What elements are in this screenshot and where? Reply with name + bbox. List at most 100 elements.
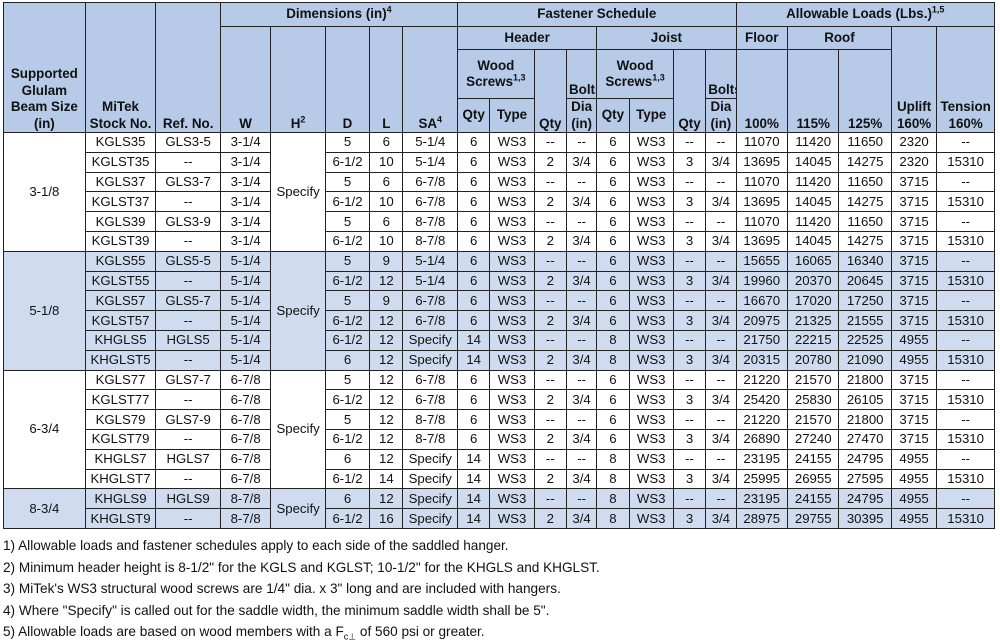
h-specify-cell: Specify bbox=[270, 250, 326, 371]
table-cell: HGLS9 bbox=[155, 488, 221, 510]
table-cell: KGLST55 bbox=[84, 270, 157, 292]
table-cell: 14 bbox=[457, 349, 491, 371]
table-cell: 3 bbox=[672, 310, 707, 331]
table-cell: Specify bbox=[402, 468, 459, 490]
table-cell: WS3 bbox=[628, 290, 674, 312]
table-cell: 6-1/2 bbox=[324, 508, 371, 529]
table-cell: 4955 bbox=[890, 329, 938, 351]
table-cell: -- bbox=[672, 132, 707, 153]
table-row: KGLS39 GLS3-9 3-1/4 5 6 8-7/8 6 WS3 -- -- 6 WS3 -- --… bbox=[4, 211, 995, 232]
table-cell: 3 bbox=[672, 428, 707, 450]
table-cell: 20315 bbox=[735, 349, 788, 371]
table-cell: WS3 bbox=[489, 409, 535, 430]
col-l: L bbox=[369, 26, 404, 133]
table-cell: -- bbox=[672, 409, 707, 430]
table-cell: 12 bbox=[369, 310, 404, 331]
table-cell: 12 bbox=[369, 270, 404, 292]
table-cell: WS3 bbox=[489, 191, 535, 213]
table-cell: KGLS37 bbox=[84, 171, 157, 193]
table-cell: WS3 bbox=[628, 250, 674, 272]
table-cell: 4955 bbox=[890, 468, 938, 490]
table-cell: 6 bbox=[596, 270, 630, 292]
table-cell: -- bbox=[565, 488, 598, 510]
table-cell: 11070 bbox=[735, 211, 788, 232]
table-cell: 15655 bbox=[735, 250, 788, 272]
table-cell: -- bbox=[565, 409, 598, 430]
table-cell: 3-1/4 bbox=[219, 132, 272, 153]
table-row: KGLST39 -- 3-1/4 6-1/2 10 8-7/8 6 WS3 2 3/4 6 WS3 3 3… bbox=[4, 230, 995, 252]
table-cell: 2 bbox=[533, 468, 567, 490]
beam-group: 3-1/8 KGLS35 GLS3-5 3-1/4 Specify 5 6 5-1/4 6 WS3… bbox=[3, 132, 995, 252]
table-cell: KGLST77 bbox=[84, 389, 157, 411]
table-cell: 6-7/8 bbox=[402, 310, 459, 331]
group-dimensions: Dimensions (in)4 bbox=[219, 2, 459, 27]
table-cell: 13695 bbox=[735, 191, 788, 213]
table-cell: 6 bbox=[457, 132, 491, 153]
table-cell: 3715 bbox=[890, 171, 938, 193]
table-cell: KHGLST9 bbox=[84, 508, 157, 529]
table-cell: 13695 bbox=[735, 151, 788, 173]
table-cell: 21555 bbox=[838, 310, 892, 331]
table-cell: -- bbox=[155, 508, 221, 529]
table-cell: 6 bbox=[596, 191, 630, 213]
table-cell: WS3 bbox=[489, 488, 535, 510]
table-cell: 6 bbox=[457, 409, 491, 430]
beam-size-cell: 5-1/8 bbox=[3, 250, 86, 371]
table-cell: WS3 bbox=[628, 191, 674, 213]
table-cell: 16340 bbox=[838, 250, 892, 272]
table-cell: WS3 bbox=[628, 508, 674, 529]
table-cell: 6 bbox=[596, 369, 630, 391]
table-cell: -- bbox=[705, 448, 737, 470]
table-cell: -- bbox=[533, 290, 567, 312]
table-cell: 3715 bbox=[890, 389, 938, 411]
table-cell: 3715 bbox=[890, 250, 938, 272]
joist-screw-qty: Qty bbox=[596, 98, 630, 133]
table-cell: 5-1/4 bbox=[402, 270, 459, 292]
table-cell: 10 bbox=[369, 151, 404, 173]
table-row: 3-1/8 KGLS35 GLS3-5 3-1/4 Specify 5 6 5-1/4 6 WS3… bbox=[3, 132, 995, 252]
table-cell: 3715 bbox=[890, 230, 938, 252]
table-row: KGLS57 GLS5-7 5-1/4 5 9 6-7/8 6 WS3 -- -- 6 WS3 -- --… bbox=[4, 290, 995, 312]
table-cell: 6 bbox=[457, 230, 491, 252]
table-cell: 12 bbox=[369, 448, 404, 470]
table-cell: 14275 bbox=[838, 230, 892, 252]
table-cell: 22525 bbox=[838, 329, 892, 351]
table-cell: 15310 bbox=[936, 230, 995, 252]
table-cell: -- bbox=[936, 369, 995, 391]
table-cell: 8 bbox=[596, 349, 630, 371]
table-cell: 16065 bbox=[786, 250, 840, 272]
table-cell: 23195 bbox=[735, 448, 788, 470]
table-cell: 12 bbox=[369, 369, 404, 391]
header-bolts-qty: Qty bbox=[533, 49, 567, 133]
table-row: 8-3/4 KHGLS9 HGLS9 8-7/8 Specify 6 12 Specify 14… bbox=[3, 488, 995, 529]
group-roof: Roof bbox=[786, 26, 892, 50]
table-cell: -- bbox=[155, 428, 221, 450]
table-cell: 4955 bbox=[890, 448, 938, 470]
glulam-hanger-table: Supported Glulam Beam Size (in) MiTek St… bbox=[3, 2, 996, 529]
table-cell: 11420 bbox=[786, 171, 840, 193]
table-cell: WS3 bbox=[489, 329, 535, 351]
table-cell: 8 bbox=[596, 508, 630, 529]
table-cell: KHGLS5 bbox=[84, 329, 157, 351]
table-cell: 6 bbox=[457, 151, 491, 173]
table-cell: WS3 bbox=[489, 508, 535, 529]
table-cell: 5 bbox=[324, 250, 371, 272]
table-cell: -- bbox=[155, 270, 221, 292]
table-cell: WS3 bbox=[628, 230, 674, 252]
table-cell: 2 bbox=[533, 151, 567, 173]
table-cell: -- bbox=[672, 369, 707, 391]
table-cell: 21325 bbox=[786, 310, 840, 331]
table-cell: 16670 bbox=[735, 290, 788, 312]
table-cell: 3/4 bbox=[705, 310, 737, 331]
table-cell: 17250 bbox=[838, 290, 892, 312]
col-roof-115: 115% bbox=[786, 49, 840, 133]
table-cell: 6 bbox=[324, 349, 371, 371]
table-cell: KGLST39 bbox=[84, 230, 157, 252]
table-cell: 15310 bbox=[936, 151, 995, 173]
table-cell: WS3 bbox=[628, 468, 674, 490]
table-cell: 20975 bbox=[735, 310, 788, 331]
table-cell: 3/4 bbox=[705, 151, 737, 173]
table-cell: WS3 bbox=[489, 230, 535, 252]
table-cell: Specify bbox=[402, 329, 459, 351]
table-cell: 15310 bbox=[936, 389, 995, 411]
